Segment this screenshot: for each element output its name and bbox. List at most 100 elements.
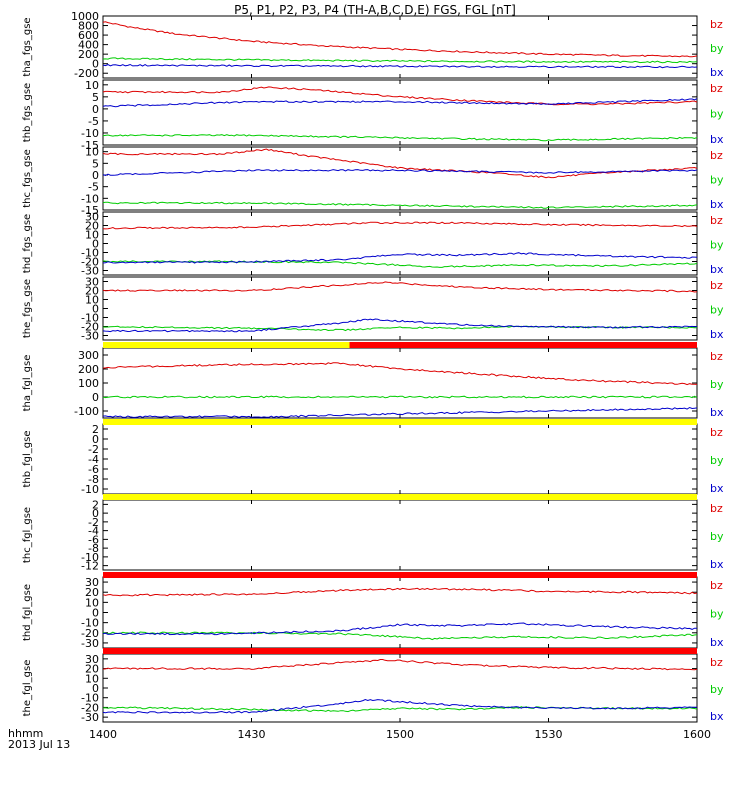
series-line-by bbox=[102, 201, 698, 209]
legend-by: by bbox=[710, 530, 724, 543]
legend-by: by bbox=[710, 108, 724, 121]
y-tick-label: -4 bbox=[88, 525, 99, 538]
series-line-by bbox=[102, 260, 698, 268]
series-line-bx bbox=[102, 98, 698, 108]
x-tick-label: 1430 bbox=[238, 728, 266, 741]
y-tick-label: -10 bbox=[81, 483, 99, 496]
y-tick-label: 20 bbox=[85, 220, 99, 233]
series-line-bx bbox=[102, 622, 698, 636]
series-line-by bbox=[102, 134, 698, 142]
panel-frame bbox=[102, 347, 698, 419]
y-tick-label: -10 bbox=[81, 127, 99, 140]
legend-bx: bx bbox=[710, 328, 724, 341]
legend-by: by bbox=[710, 683, 724, 696]
status-bar-segment bbox=[103, 419, 697, 425]
y-tick-label: 10 bbox=[85, 672, 99, 685]
legend-by: by bbox=[710, 42, 724, 55]
x-axis-label-format: hhmm bbox=[8, 727, 43, 740]
legend-bx: bx bbox=[710, 66, 724, 79]
y-axis-label: thc_fgs_gse bbox=[22, 149, 33, 208]
y-tick-label: 0 bbox=[92, 391, 99, 404]
series-line-bz bbox=[102, 86, 698, 106]
y-axis-label: thd_fgl_gse bbox=[22, 584, 33, 641]
series-line-bx bbox=[102, 406, 698, 418]
status-bar bbox=[103, 572, 697, 578]
y-axis-label: the_fgl_gse bbox=[22, 660, 33, 717]
legend-bx: bx bbox=[710, 636, 724, 649]
y-tick-label: 5 bbox=[92, 91, 99, 104]
y-tick-label: 100 bbox=[78, 377, 99, 390]
y-tick-label: 30 bbox=[85, 653, 99, 666]
status-bar-segment bbox=[349, 342, 697, 348]
legend-bx: bx bbox=[710, 406, 724, 419]
y-axis-label: thd_fgs_gse bbox=[22, 214, 33, 273]
y-tick-label: 0 bbox=[92, 238, 99, 251]
y-tick-label: 20 bbox=[85, 663, 99, 676]
y-tick-label: 5 bbox=[92, 157, 99, 170]
legend-bx: bx bbox=[710, 482, 724, 495]
y-tick-label: -8 bbox=[88, 542, 99, 555]
legend-by: by bbox=[710, 454, 724, 467]
legend-bx: bx bbox=[710, 133, 724, 146]
y-tick-label: 600 bbox=[78, 29, 99, 42]
y-axis-label: tha_fgs_gse bbox=[22, 17, 33, 76]
y-tick-label: -8 bbox=[88, 473, 99, 486]
series-line-bz bbox=[102, 221, 698, 230]
y-tick-label: -15 bbox=[81, 139, 99, 152]
y-tick-label: -5 bbox=[88, 181, 99, 194]
panel-frame bbox=[102, 499, 698, 571]
y-tick-label: 10 bbox=[85, 146, 99, 159]
y-tick-label: 1000 bbox=[71, 10, 99, 23]
legend-bz: bz bbox=[710, 214, 723, 227]
y-tick-label: -4 bbox=[88, 453, 99, 466]
series-line-by bbox=[102, 325, 698, 332]
y-tick-label: 200 bbox=[78, 363, 99, 376]
status-bar bbox=[103, 342, 697, 348]
y-tick-label: 800 bbox=[78, 20, 99, 33]
y-tick-label: 10 bbox=[85, 229, 99, 242]
y-tick-label: -30 bbox=[81, 330, 99, 343]
legend-bx: bx bbox=[710, 263, 724, 276]
y-axis-label: thb_fgs_gse bbox=[22, 83, 33, 142]
series-line-bz bbox=[102, 21, 698, 58]
legend-bz: bz bbox=[710, 149, 723, 162]
series-line-by bbox=[102, 57, 698, 64]
series-line-bz bbox=[102, 281, 698, 293]
y-tick-label: 0 bbox=[92, 507, 99, 520]
panel-frame bbox=[102, 146, 698, 211]
status-bar-segment bbox=[103, 342, 350, 348]
panel-thc_fgl_gse: 20-2-4-6-8-10-12 thc_fgl_gse bz by bx bbox=[22, 498, 724, 572]
y-tick-label: -2 bbox=[88, 516, 99, 529]
legend-bx: bx bbox=[710, 710, 724, 723]
legend-bz: bz bbox=[710, 502, 723, 515]
series-line-bz bbox=[102, 362, 698, 386]
y-axis-label: thc_fgl_gse bbox=[22, 507, 33, 563]
y-tick-label: -10 bbox=[81, 247, 99, 260]
y-tick-label: 10 bbox=[85, 294, 99, 307]
series-line-bz bbox=[102, 148, 698, 179]
y-tick-label: -6 bbox=[88, 533, 99, 546]
legend-by: by bbox=[710, 608, 724, 621]
y-tick-label: 2 bbox=[92, 498, 99, 511]
panel-thb_fgl_gse: 20-2-4-6-8-10 thb_fgl_gse bz by bx bbox=[22, 423, 724, 496]
y-axis-label: thb_fgl_gse bbox=[22, 431, 33, 488]
y-tick-label: 0 bbox=[92, 58, 99, 71]
legend-bx: bx bbox=[710, 198, 724, 211]
x-tick-label: 1530 bbox=[535, 728, 563, 741]
y-tick-label: -15 bbox=[81, 204, 99, 217]
legend-bx: bx bbox=[710, 558, 724, 571]
y-tick-label: 30 bbox=[85, 576, 99, 589]
y-tick-label: 200 bbox=[78, 48, 99, 61]
series-line-bx bbox=[102, 318, 698, 333]
y-tick-label: 0 bbox=[92, 303, 99, 316]
legend-bz: bz bbox=[710, 656, 723, 669]
status-bar bbox=[103, 648, 697, 654]
